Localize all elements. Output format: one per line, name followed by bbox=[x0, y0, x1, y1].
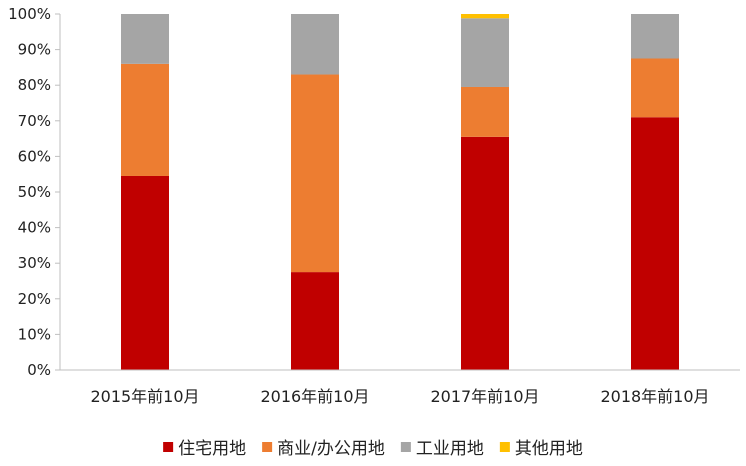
bar-segment bbox=[121, 14, 169, 64]
y-tick-label: 50% bbox=[18, 183, 51, 201]
y-tick-label: 70% bbox=[18, 112, 51, 130]
y-tick-label: 60% bbox=[18, 147, 51, 165]
y-tick-label: 40% bbox=[18, 219, 51, 237]
y-tick-label: 100% bbox=[8, 5, 51, 23]
legend-item: 其他用地 bbox=[499, 439, 583, 459]
bar-segment bbox=[291, 74, 339, 273]
y-tick-label: 30% bbox=[18, 254, 51, 272]
bar-segment bbox=[121, 175, 169, 370]
bar-segment bbox=[461, 86, 509, 137]
y-tick-label: 90% bbox=[18, 41, 51, 59]
bar-segment bbox=[631, 58, 679, 118]
legend: 住宅用地 商业/办公用地 工业用地 其他用地 bbox=[163, 439, 583, 459]
y-tick-label: 80% bbox=[18, 76, 51, 94]
x-tick-label: 2017年前10月 bbox=[430, 387, 539, 406]
x-tick-label: 2018年前10月 bbox=[600, 387, 709, 406]
bar-segment bbox=[291, 272, 339, 370]
legend-swatch bbox=[400, 442, 411, 452]
y-tick-label: 10% bbox=[18, 325, 51, 343]
bar-segment bbox=[291, 14, 339, 75]
legend-label: 工业用地 bbox=[416, 439, 484, 459]
legend-swatch bbox=[163, 442, 174, 452]
x-tick-label: 2016年前10月 bbox=[260, 387, 369, 406]
legend-label: 其他用地 bbox=[515, 439, 583, 459]
bar-segment bbox=[631, 14, 679, 59]
x-axis: 2015年前10月 2016年前10月 2017年前10月 2018年前10月 bbox=[60, 369, 740, 406]
x-tick-label: 2015年前10月 bbox=[90, 387, 199, 406]
y-tick-label: 20% bbox=[18, 290, 51, 308]
legend-item: 工业用地 bbox=[400, 439, 484, 459]
bar-segment bbox=[121, 63, 169, 176]
bar-segment bbox=[461, 14, 509, 19]
y-axis: 0% 10% 20% 30% 40% 50% 60% 70% 80% 90% 100% bbox=[8, 5, 61, 379]
bar-segment bbox=[461, 136, 509, 370]
bars bbox=[121, 14, 679, 371]
legend-item: 商业/办公用地 bbox=[262, 439, 385, 459]
legend-item: 住宅用地 bbox=[163, 439, 246, 459]
legend-label: 住宅用地 bbox=[178, 439, 246, 459]
bar-segment bbox=[631, 117, 679, 371]
legend-label: 商业/办公用地 bbox=[277, 439, 385, 459]
legend-swatch bbox=[499, 442, 510, 452]
y-tick-label: 0% bbox=[27, 361, 51, 379]
bar-segment bbox=[461, 18, 509, 87]
legend-swatch bbox=[262, 442, 273, 452]
